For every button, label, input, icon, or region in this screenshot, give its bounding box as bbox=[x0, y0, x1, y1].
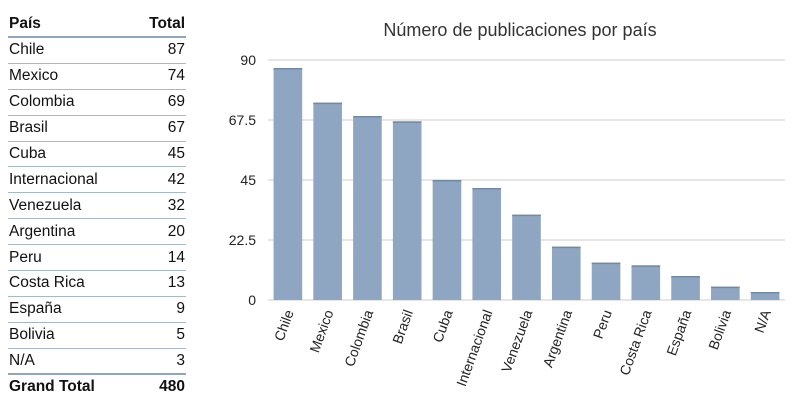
footer-total: 480 bbox=[159, 378, 185, 396]
table-row: Bolivia 5 bbox=[8, 323, 186, 349]
row-country: Argentina bbox=[9, 222, 76, 240]
row-total: 20 bbox=[167, 222, 185, 240]
x-tick-label: Venezuela bbox=[498, 307, 535, 374]
row-country: Brasil bbox=[9, 119, 48, 137]
table-row: Costa Rica 13 bbox=[8, 271, 186, 297]
table-row: Cuba 45 bbox=[8, 142, 186, 168]
header-country: País bbox=[9, 15, 41, 32]
x-tick-label: Bolivia bbox=[705, 307, 734, 351]
bar bbox=[591, 262, 621, 300]
bar bbox=[273, 68, 303, 300]
x-tick-label: N/A bbox=[751, 307, 774, 335]
row-country: Mexico bbox=[9, 67, 59, 85]
table-row: Brasil 67 bbox=[8, 116, 186, 142]
table-row: Argentina 20 bbox=[8, 219, 186, 246]
row-country: Internacional bbox=[9, 170, 98, 188]
bar-chart: Número de publicaciones por país 0 22.5 45… bbox=[229, 20, 785, 388]
bar bbox=[472, 188, 502, 300]
row-country: Bolivia bbox=[9, 326, 55, 344]
table-header: País Total bbox=[8, 12, 186, 38]
row-total: 74 bbox=[167, 67, 185, 85]
row-total: 3 bbox=[176, 352, 185, 370]
x-tick-label: Mexico bbox=[306, 307, 336, 354]
bar bbox=[631, 265, 661, 300]
row-country: Chile bbox=[9, 41, 45, 59]
row-total: 67 bbox=[167, 119, 185, 137]
bar bbox=[711, 286, 740, 300]
table-row: Colombia 69 bbox=[8, 90, 186, 116]
header-total: Total bbox=[149, 15, 185, 32]
y-tick-label: 45 bbox=[240, 172, 256, 188]
x-tick-label: Brasil bbox=[389, 308, 416, 346]
row-total: 32 bbox=[167, 196, 185, 214]
table-row: Mexico 74 bbox=[8, 64, 186, 90]
y-tick-label: 0 bbox=[248, 292, 256, 308]
table-footer: Grand Total 480 bbox=[8, 373, 186, 399]
table-row: Peru 14 bbox=[8, 245, 186, 272]
y-tick-label: 22.5 bbox=[229, 232, 256, 248]
row-country: Cuba bbox=[9, 145, 47, 162]
row-country: Venezuela bbox=[9, 196, 82, 214]
row-total: 9 bbox=[176, 300, 185, 318]
x-tick-label: Costa Rica bbox=[616, 307, 655, 377]
x-tick-label: Cuba bbox=[429, 307, 456, 344]
y-axis: 0 22.5 45 67.5 90 bbox=[229, 52, 256, 308]
row-country: Peru bbox=[9, 248, 42, 266]
bar bbox=[313, 102, 342, 301]
table-row: Venezuela 32 bbox=[8, 193, 186, 220]
x-tick-label: España bbox=[663, 307, 694, 357]
row-total: 45 bbox=[167, 145, 185, 162]
table-body: Chile 87 Mexico 74 Colombia 69 Brasil 67 Cuba 45 I… bbox=[8, 38, 186, 375]
chart-title: Número de publicaciones por país bbox=[383, 20, 656, 40]
bar bbox=[392, 121, 422, 300]
row-total: 14 bbox=[167, 248, 185, 266]
x-tick-label: Chile bbox=[271, 307, 297, 343]
row-total: 42 bbox=[167, 170, 185, 188]
bar bbox=[512, 214, 541, 300]
bar bbox=[671, 276, 700, 300]
table-row: Internacional 42 bbox=[8, 167, 186, 194]
y-tick-label: 67.5 bbox=[229, 112, 256, 128]
row-country: N/A bbox=[9, 352, 35, 370]
x-axis: Chile Mexico Colombia Brasil CubaInternacion… bbox=[271, 307, 774, 388]
footer-label: Grand Total bbox=[9, 378, 95, 396]
bar bbox=[750, 292, 780, 300]
x-tick-label: Peru bbox=[590, 308, 615, 341]
row-country: España bbox=[9, 300, 62, 318]
x-tick-label: Internacional bbox=[453, 308, 495, 389]
table-row: N/A 3 bbox=[8, 349, 186, 375]
row-total: 13 bbox=[167, 274, 185, 292]
bar bbox=[353, 116, 382, 300]
chart-bars bbox=[273, 68, 780, 301]
row-total: 69 bbox=[167, 93, 185, 111]
row-total: 5 bbox=[176, 326, 185, 344]
x-tick-label: Argentina bbox=[540, 307, 576, 369]
x-tick-label: Colombia bbox=[341, 307, 376, 368]
bar bbox=[551, 246, 581, 300]
row-total: 87 bbox=[167, 41, 185, 59]
row-country: Colombia bbox=[9, 93, 75, 111]
table-row: España 9 bbox=[8, 297, 186, 323]
y-tick-label: 90 bbox=[240, 52, 256, 68]
bar bbox=[432, 180, 462, 300]
row-country: Costa Rica bbox=[9, 274, 85, 292]
table-row: Chile 87 bbox=[8, 38, 186, 64]
data-table: País Total Chile 87 Mexico 74 Colombia 69 Bras… bbox=[8, 12, 186, 399]
